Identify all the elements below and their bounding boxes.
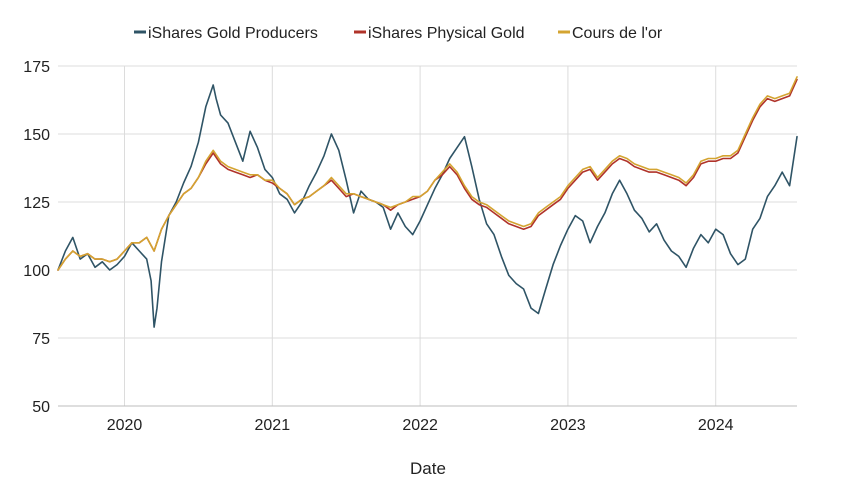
y-tick-label: 175 (23, 59, 50, 76)
legend-label-physical-gold: iShares Physical Gold (368, 25, 525, 42)
x-tick-label: 2020 (107, 417, 143, 434)
y-axis-ticks: 50 75 100 125 150 175 (23, 59, 50, 416)
legend-item-gold-producers: iShares Gold Producers (134, 25, 318, 42)
y-tick-label: 125 (23, 195, 50, 212)
y-tick-label: 50 (32, 399, 50, 416)
x-tick-label: 2022 (402, 417, 438, 434)
x-tick-label: 2021 (255, 417, 291, 434)
y-tick-label: 100 (23, 263, 50, 280)
y-tick-label: 75 (32, 331, 50, 348)
x-tick-label: 2023 (550, 417, 586, 434)
x-axis-title: Date (410, 459, 446, 478)
series-line-cours-or (57, 76, 798, 271)
x-axis-ticks: 2020 2021 2022 2023 2024 (107, 417, 734, 434)
series-lines (57, 76, 798, 328)
legend-label-gold-producers: iShares Gold Producers (148, 25, 318, 42)
legend-label-cours-or: Cours de l'or (572, 25, 663, 42)
series-line-physical-gold (57, 78, 798, 271)
x-tick-label: 2024 (698, 417, 734, 434)
chart-legend: iShares Gold Producers iShares Physical … (134, 25, 663, 42)
grid-lines (58, 65, 797, 407)
legend-item-cours-or: Cours de l'or (558, 25, 663, 42)
legend-item-physical-gold: iShares Physical Gold (354, 25, 525, 42)
series-line-gold-producers (57, 84, 798, 328)
y-tick-label: 150 (23, 127, 50, 144)
